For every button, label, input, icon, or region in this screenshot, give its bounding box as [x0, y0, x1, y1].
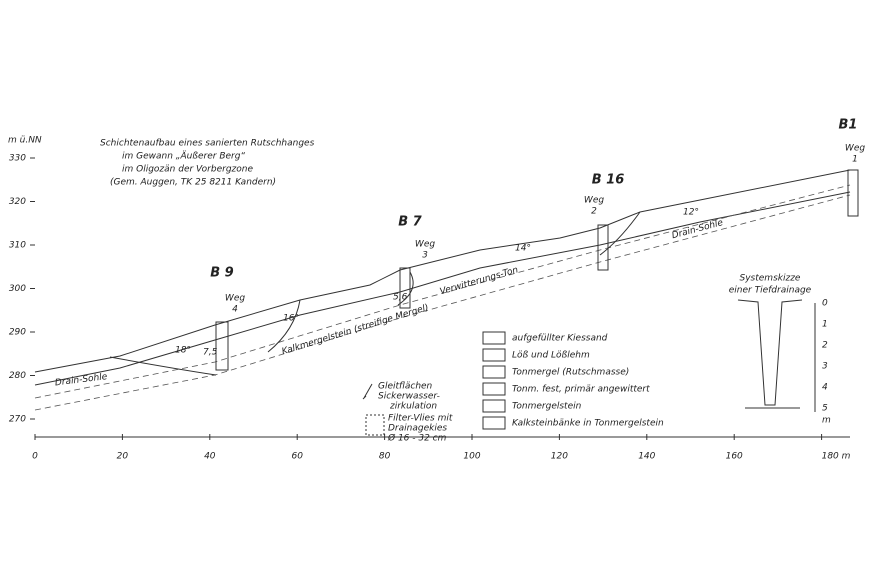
x-label: 160: [726, 452, 743, 462]
sketch-title: einer Tiefdrainage: [729, 286, 812, 296]
terrain: [34, 169, 851, 373]
borehole-number: 2: [591, 207, 597, 217]
y-label: 330: [9, 154, 26, 164]
legend-label: Tonm. fest, primär angewittert: [512, 385, 650, 395]
x-label: 0: [32, 452, 38, 462]
sketch-scale-label: 4: [822, 383, 828, 393]
depth: 7,5: [203, 348, 218, 358]
x-label: 180 m: [822, 452, 851, 462]
borehole-column: [597, 224, 609, 271]
borehole-path: Weg: [584, 196, 604, 206]
sketch-scale-label: 3: [822, 362, 828, 372]
sketch-scale-label: 1: [822, 320, 828, 330]
slope-angle: 18°: [175, 346, 191, 356]
x-label: 40: [204, 452, 216, 462]
symbol-label: Sickerwasser-: [378, 392, 440, 402]
legend-label: Kalksteinbänke in Tonmergelstein: [512, 419, 664, 429]
legend-label: Tonmergelstein: [512, 402, 582, 412]
depth: 5,6: [393, 293, 408, 303]
title-line: (Gem. Auggen, TK 25 8211 Kandern): [110, 178, 276, 188]
x-label: 80: [379, 452, 391, 462]
layer-label: Drain-Sohle: [671, 218, 725, 241]
sketch-scale-label: 0: [822, 299, 828, 309]
x-label: 100: [463, 452, 480, 462]
y-label: 320: [9, 197, 26, 207]
borehole-path: Weg: [415, 240, 435, 250]
sketch-unit: m: [822, 416, 831, 426]
symbol-label: Gleitflächen: [378, 382, 433, 392]
marl-boundary: [34, 194, 851, 411]
legend-label: Löß und Lößlehm: [512, 351, 590, 361]
layer-label: Drain-Sohle: [54, 372, 108, 388]
legend-label: Tonmergel (Rutschmasse): [512, 368, 629, 378]
slip-surface: [267, 299, 301, 353]
slope-angle: 12°: [683, 208, 699, 218]
borehole-number: 4: [232, 305, 238, 315]
symbol-label: Drainagekies: [388, 424, 447, 434]
slip-surface: [109, 356, 217, 376]
borehole-name: B 16: [592, 173, 625, 188]
legend-label: aufgefüllter Kiessand: [512, 334, 608, 344]
y-axis-unit: m ü.NN: [8, 136, 42, 146]
sketch-scale-label: 5: [822, 404, 828, 414]
y-label: 290: [9, 328, 26, 338]
y-label: 300: [9, 284, 26, 294]
slope-angle: 14°: [515, 244, 531, 254]
legend-boxes: [362, 331, 506, 436]
borehole-name: B 7: [398, 215, 422, 230]
y-label: 280: [9, 371, 26, 381]
borehole-number: 3: [422, 251, 428, 261]
slope-angle: 16°: [283, 314, 299, 324]
title-line: Schichtenaufbau eines sanierten Rutschha…: [100, 139, 315, 149]
symbol-label: zirkulation: [389, 402, 437, 412]
borehole-column: [399, 267, 411, 309]
borehole-column: [215, 321, 229, 371]
borehole-name: B1: [839, 118, 858, 133]
slip-surface: [599, 211, 641, 256]
layer-label: Verwitterungs-Ton: [439, 265, 520, 297]
x-label: 140: [638, 452, 655, 462]
x-label: 20: [117, 452, 129, 462]
sketch-title: Systemskizze: [740, 274, 801, 284]
borehole-name: B 9: [210, 266, 233, 281]
title-line: im Oligozän der Vorbergzone: [122, 165, 253, 175]
borehole-column: [847, 169, 859, 217]
symbol-label: Ø 16 - 32 cm: [387, 433, 447, 444]
drain-sole-line: [34, 184, 851, 399]
borehole-path: Weg: [225, 294, 245, 304]
y-label: 270: [9, 415, 26, 425]
sketch-scale-label: 2: [822, 341, 828, 351]
y-label: 310: [9, 241, 26, 251]
x-label: 120: [551, 452, 568, 462]
slip-surface: [397, 271, 414, 306]
borehole-number: 1: [852, 155, 858, 165]
title-line: im Gewann „Äußerer Berg“: [122, 151, 245, 162]
layer-label: Kalkmergelstein (streifige Mergel): [281, 303, 430, 357]
drainage-sketch: [737, 299, 803, 409]
x-label: 60: [291, 452, 303, 462]
borehole-path: Weg: [845, 144, 865, 154]
symbol-label: Filter-Vlies mit: [388, 414, 453, 424]
